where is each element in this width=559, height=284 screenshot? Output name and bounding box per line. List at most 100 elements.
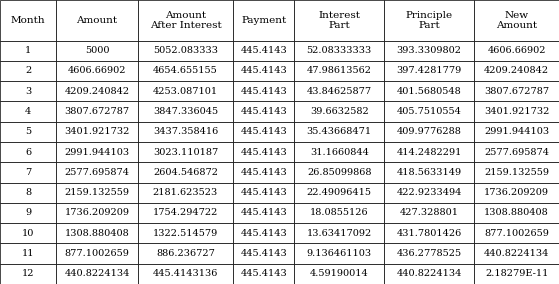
Bar <box>384 61 474 81</box>
Text: 4606.66902: 4606.66902 <box>68 66 126 76</box>
Text: 445.4143: 445.4143 <box>240 269 287 278</box>
Bar <box>138 264 233 284</box>
Bar <box>0 142 56 162</box>
Text: 401.5680548: 401.5680548 <box>397 87 462 96</box>
Bar <box>233 41 295 61</box>
Bar <box>138 0 233 41</box>
Text: 52.08333333: 52.08333333 <box>307 46 372 55</box>
Bar <box>474 243 559 264</box>
Bar <box>474 203 559 223</box>
Text: 12: 12 <box>22 269 34 278</box>
Bar <box>295 264 384 284</box>
Bar <box>384 162 474 183</box>
Text: 9.136461103: 9.136461103 <box>307 249 372 258</box>
Bar <box>384 101 474 122</box>
Text: New
Amount: New Amount <box>496 11 537 30</box>
Bar <box>474 41 559 61</box>
Text: 4654.655155: 4654.655155 <box>153 66 218 76</box>
Bar <box>56 183 138 203</box>
Bar <box>384 183 474 203</box>
Bar <box>233 101 295 122</box>
Bar <box>233 162 295 183</box>
Text: Month: Month <box>11 16 45 25</box>
Bar <box>233 142 295 162</box>
Bar <box>56 243 138 264</box>
Text: 13.63417092: 13.63417092 <box>307 229 372 238</box>
Text: 47.98613562: 47.98613562 <box>307 66 372 76</box>
Text: 2.18279E-11: 2.18279E-11 <box>485 269 548 278</box>
Text: 445.4143: 445.4143 <box>240 87 287 96</box>
Text: 3437.358416: 3437.358416 <box>153 127 218 136</box>
Text: 2181.623523: 2181.623523 <box>153 188 218 197</box>
Bar <box>233 122 295 142</box>
Text: 3807.672787: 3807.672787 <box>64 107 130 116</box>
Text: 35.43668471: 35.43668471 <box>307 127 372 136</box>
Text: 877.1002659: 877.1002659 <box>484 229 549 238</box>
Bar <box>138 223 233 243</box>
Text: 18.0855126: 18.0855126 <box>310 208 368 218</box>
Bar <box>295 122 384 142</box>
Text: 427.328801: 427.328801 <box>400 208 459 218</box>
Text: 445.4143: 445.4143 <box>240 188 287 197</box>
Bar <box>233 243 295 264</box>
Bar <box>295 0 384 41</box>
Bar <box>384 41 474 61</box>
Bar <box>233 0 295 41</box>
Text: 3023.110187: 3023.110187 <box>153 148 218 157</box>
Bar <box>56 41 138 61</box>
Bar <box>474 162 559 183</box>
Bar <box>384 142 474 162</box>
Text: 445.4143: 445.4143 <box>240 249 287 258</box>
Bar <box>0 41 56 61</box>
Text: 9: 9 <box>25 208 31 218</box>
Bar <box>233 223 295 243</box>
Bar <box>56 81 138 101</box>
Text: 7: 7 <box>25 168 31 177</box>
Text: 4209.240842: 4209.240842 <box>64 87 130 96</box>
Bar <box>295 81 384 101</box>
Bar <box>56 61 138 81</box>
Text: 4253.087101: 4253.087101 <box>153 87 218 96</box>
Text: 2577.695874: 2577.695874 <box>484 148 549 157</box>
Text: 418.5633149: 418.5633149 <box>397 168 462 177</box>
Bar <box>56 264 138 284</box>
Text: 440.8224134: 440.8224134 <box>484 249 549 258</box>
Bar <box>295 101 384 122</box>
Bar <box>138 41 233 61</box>
Bar <box>474 81 559 101</box>
Bar <box>138 142 233 162</box>
Text: Principle
Part: Principle Part <box>406 11 453 30</box>
Bar <box>233 81 295 101</box>
Text: 431.7801426: 431.7801426 <box>396 229 462 238</box>
Text: 445.4143: 445.4143 <box>240 107 287 116</box>
Text: 877.1002659: 877.1002659 <box>65 249 130 258</box>
Bar <box>0 122 56 142</box>
Bar <box>56 223 138 243</box>
Bar <box>56 142 138 162</box>
Bar <box>474 183 559 203</box>
Bar <box>56 122 138 142</box>
Text: 4: 4 <box>25 107 31 116</box>
Text: 3401.921732: 3401.921732 <box>484 107 549 116</box>
Text: 436.2778525: 436.2778525 <box>397 249 462 258</box>
Text: 1322.514579: 1322.514579 <box>153 229 218 238</box>
Bar <box>474 264 559 284</box>
Bar <box>56 101 138 122</box>
Bar <box>384 223 474 243</box>
Text: 26.85099868: 26.85099868 <box>307 168 372 177</box>
Text: Amount
After Interest: Amount After Interest <box>150 11 221 30</box>
Bar <box>384 0 474 41</box>
Text: 2577.695874: 2577.695874 <box>65 168 130 177</box>
Bar <box>295 183 384 203</box>
Text: 393.3309802: 393.3309802 <box>397 46 462 55</box>
Bar <box>295 203 384 223</box>
Bar <box>384 122 474 142</box>
Bar <box>0 183 56 203</box>
Bar <box>233 264 295 284</box>
Text: Payment: Payment <box>241 16 286 25</box>
Text: 445.4143: 445.4143 <box>240 66 287 76</box>
Text: 445.4143: 445.4143 <box>240 46 287 55</box>
Text: 4209.240842: 4209.240842 <box>484 66 549 76</box>
Bar <box>0 101 56 122</box>
Text: 3401.921732: 3401.921732 <box>64 127 130 136</box>
